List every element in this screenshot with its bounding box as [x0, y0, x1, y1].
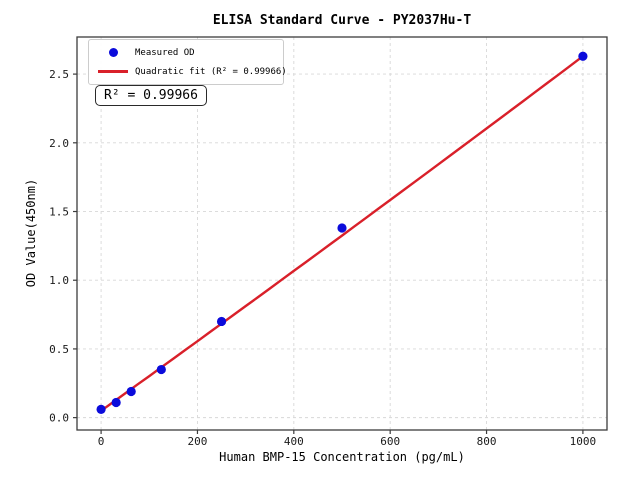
data-point — [337, 223, 347, 233]
x-tick-label: 800 — [477, 435, 497, 448]
y-axis-label: OD Value(450nm) — [24, 178, 38, 288]
legend-label-measured-od: Measured OD — [135, 47, 195, 58]
x-tick-label: 200 — [188, 435, 208, 448]
y-tick-label: 0.5 — [49, 343, 69, 356]
data-point — [126, 386, 136, 397]
y-tick-label: 2.0 — [49, 137, 69, 150]
measured-od-dot-icon — [108, 48, 118, 57]
data-point — [111, 397, 121, 408]
x-tick-label: 1000 — [570, 435, 597, 448]
quadratic-fit-line — [99, 55, 585, 412]
x-tick-label: 0 — [98, 435, 105, 448]
data-point — [216, 316, 227, 327]
data-point — [156, 364, 166, 375]
legend-entry-quadratic-fit: Quadratic fit (R² = 0.99966) — [95, 64, 287, 79]
y-tick-label: 2.5 — [49, 68, 69, 81]
data-point — [578, 51, 588, 61]
quadratic-fit-line-icon — [98, 70, 128, 73]
legend: Measured OD Quadratic fit (R² = 0.99966) — [88, 39, 287, 85]
legend-label-quadratic-fit: Quadratic fit (R² = 0.99966) — [135, 66, 287, 77]
x-tick-label: 400 — [284, 435, 304, 448]
data-point — [96, 404, 106, 414]
chart-title: ELISA Standard Curve - PY2037Hu-T — [212, 13, 472, 28]
x-axis-label: Human BMP-15 Concentration (pg/mL) — [219, 450, 465, 464]
x-tick-label: 600 — [380, 435, 400, 448]
r-squared-annotation: R² = 0.99966 — [95, 85, 207, 106]
y-tick-label: 1.0 — [49, 274, 69, 287]
legend-marker-cell — [95, 48, 131, 57]
plot-frame — [76, 36, 608, 431]
y-tick-label: 0.0 — [49, 412, 69, 425]
legend-marker-cell — [95, 70, 131, 73]
y-tick-label: 1.5 — [49, 206, 69, 219]
legend-entry-measured-od: Measured OD — [95, 45, 275, 60]
